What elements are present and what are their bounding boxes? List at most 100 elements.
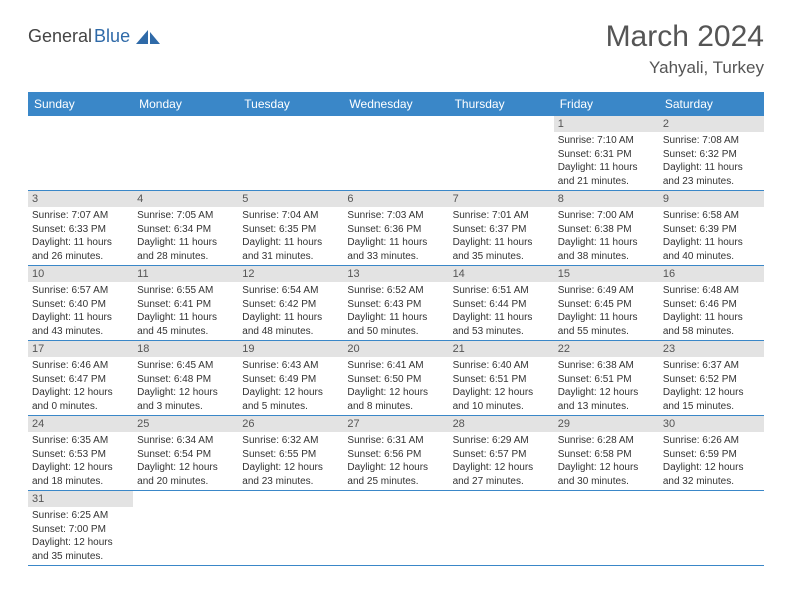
day-info: Sunrise: 6:49 AMSunset: 6:45 PMDaylight:… [554, 282, 659, 340]
day-number: 12 [238, 266, 343, 282]
daylight-line: Daylight: 12 hours and 13 minutes. [558, 386, 655, 413]
sunrise-line: Sunrise: 6:37 AM [663, 359, 760, 373]
calendar-cell: 6Sunrise: 7:03 AMSunset: 6:36 PMDaylight… [343, 191, 448, 266]
sunset-line: Sunset: 6:48 PM [137, 373, 234, 387]
sunset-line: Sunset: 6:31 PM [558, 148, 655, 162]
sunset-line: Sunset: 6:39 PM [663, 223, 760, 237]
sunset-line: Sunset: 6:44 PM [453, 298, 550, 312]
sunrise-line: Sunrise: 7:03 AM [347, 209, 444, 223]
day-number: 20 [343, 341, 448, 357]
sunrise-line: Sunrise: 7:01 AM [453, 209, 550, 223]
sunrise-line: Sunrise: 6:26 AM [663, 434, 760, 448]
day-number: 10 [28, 266, 133, 282]
daylight-line: Daylight: 12 hours and 3 minutes. [137, 386, 234, 413]
calendar-cell: 16Sunrise: 6:48 AMSunset: 6:46 PMDayligh… [659, 266, 764, 341]
day-number: 18 [133, 341, 238, 357]
day-info: Sunrise: 7:07 AMSunset: 6:33 PMDaylight:… [28, 207, 133, 265]
day-info: Sunrise: 7:01 AMSunset: 6:37 PMDaylight:… [449, 207, 554, 265]
day-info: Sunrise: 6:34 AMSunset: 6:54 PMDaylight:… [133, 432, 238, 490]
sunset-line: Sunset: 6:43 PM [347, 298, 444, 312]
day-info: Sunrise: 7:05 AMSunset: 6:34 PMDaylight:… [133, 207, 238, 265]
daylight-line: Daylight: 11 hours and 40 minutes. [663, 236, 760, 263]
day-info: Sunrise: 6:46 AMSunset: 6:47 PMDaylight:… [28, 357, 133, 415]
day-number: 29 [554, 416, 659, 432]
daylight-line: Daylight: 11 hours and 28 minutes. [137, 236, 234, 263]
sunset-line: Sunset: 6:33 PM [32, 223, 129, 237]
sunset-line: Sunset: 6:32 PM [663, 148, 760, 162]
sunrise-line: Sunrise: 7:00 AM [558, 209, 655, 223]
sunset-line: Sunset: 6:53 PM [32, 448, 129, 462]
daylight-line: Daylight: 11 hours and 48 minutes. [242, 311, 339, 338]
daylight-line: Daylight: 11 hours and 43 minutes. [32, 311, 129, 338]
day-number: 16 [659, 266, 764, 282]
sunrise-line: Sunrise: 6:34 AM [137, 434, 234, 448]
sunrise-line: Sunrise: 6:58 AM [663, 209, 760, 223]
calendar-cell: 31Sunrise: 6:25 AMSunset: 7:00 PMDayligh… [28, 491, 133, 566]
day-info: Sunrise: 7:08 AMSunset: 6:32 PMDaylight:… [659, 132, 764, 190]
sail-icon [134, 28, 164, 46]
sunset-line: Sunset: 6:55 PM [242, 448, 339, 462]
daylight-line: Daylight: 12 hours and 30 minutes. [558, 461, 655, 488]
calendar-row: 31Sunrise: 6:25 AMSunset: 7:00 PMDayligh… [28, 491, 764, 566]
day-info: Sunrise: 6:28 AMSunset: 6:58 PMDaylight:… [554, 432, 659, 490]
daylight-line: Daylight: 12 hours and 32 minutes. [663, 461, 760, 488]
calendar-cell: 19Sunrise: 6:43 AMSunset: 6:49 PMDayligh… [238, 341, 343, 416]
calendar-cell: 29Sunrise: 6:28 AMSunset: 6:58 PMDayligh… [554, 416, 659, 491]
daylight-line: Daylight: 11 hours and 26 minutes. [32, 236, 129, 263]
sunset-line: Sunset: 6:47 PM [32, 373, 129, 387]
day-number: 17 [28, 341, 133, 357]
sunrise-line: Sunrise: 6:31 AM [347, 434, 444, 448]
daylight-line: Daylight: 12 hours and 5 minutes. [242, 386, 339, 413]
sunset-line: Sunset: 6:52 PM [663, 373, 760, 387]
sunrise-line: Sunrise: 7:04 AM [242, 209, 339, 223]
weekday-header: Wednesday [343, 92, 448, 116]
sunrise-line: Sunrise: 6:54 AM [242, 284, 339, 298]
sunrise-line: Sunrise: 6:57 AM [32, 284, 129, 298]
calendar-row: 17Sunrise: 6:46 AMSunset: 6:47 PMDayligh… [28, 341, 764, 416]
day-info: Sunrise: 6:43 AMSunset: 6:49 PMDaylight:… [238, 357, 343, 415]
day-info: Sunrise: 6:48 AMSunset: 6:46 PMDaylight:… [659, 282, 764, 340]
day-number: 3 [28, 191, 133, 207]
calendar-cell: 21Sunrise: 6:40 AMSunset: 6:51 PMDayligh… [449, 341, 554, 416]
weekday-header: Thursday [449, 92, 554, 116]
calendar-cell: 18 Sunrise: 6:45 AMSunset: 6:48 PMDayligh… [133, 341, 238, 416]
calendar-cell-empty [659, 491, 764, 566]
daylight-line: Daylight: 11 hours and 53 minutes. [453, 311, 550, 338]
daylight-line: Daylight: 11 hours and 21 minutes. [558, 161, 655, 188]
sunrise-line: Sunrise: 6:41 AM [347, 359, 444, 373]
daylight-line: Daylight: 12 hours and 0 minutes. [32, 386, 129, 413]
day-number: 4 [133, 191, 238, 207]
calendar-cell: 4Sunrise: 7:05 AMSunset: 6:34 PMDaylight… [133, 191, 238, 266]
day-info: Sunrise: 6:58 AMSunset: 6:39 PMDaylight:… [659, 207, 764, 265]
daylight-line: Daylight: 11 hours and 58 minutes. [663, 311, 760, 338]
daylight-line: Daylight: 11 hours and 45 minutes. [137, 311, 234, 338]
sunrise-line: Sunrise: 7:10 AM [558, 134, 655, 148]
day-number: 25 [133, 416, 238, 432]
day-info: Sunrise: 6:38 AMSunset: 6:51 PMDaylight:… [554, 357, 659, 415]
calendar-cell: 17Sunrise: 6:46 AMSunset: 6:47 PMDayligh… [28, 341, 133, 416]
sunset-line: Sunset: 7:00 PM [32, 523, 129, 537]
daylight-line: Daylight: 12 hours and 25 minutes. [347, 461, 444, 488]
sunset-line: Sunset: 6:54 PM [137, 448, 234, 462]
calendar-table: SundayMondayTuesdayWednesdayThursdayFrid… [28, 92, 764, 566]
calendar-cell: 22Sunrise: 6:38 AMSunset: 6:51 PMDayligh… [554, 341, 659, 416]
sunrise-line: Sunrise: 7:08 AM [663, 134, 760, 148]
daylight-line: Daylight: 12 hours and 10 minutes. [453, 386, 550, 413]
sunset-line: Sunset: 6:45 PM [558, 298, 655, 312]
day-info: Sunrise: 7:04 AMSunset: 6:35 PMDaylight:… [238, 207, 343, 265]
calendar-cell: 7Sunrise: 7:01 AMSunset: 6:37 PMDaylight… [449, 191, 554, 266]
calendar-cell-empty [449, 491, 554, 566]
day-number: 1 [554, 116, 659, 132]
day-info: Sunrise: 6:25 AMSunset: 7:00 PMDaylight:… [28, 507, 133, 565]
location: Yahyali, Turkey [606, 58, 764, 78]
day-number: 19 [238, 341, 343, 357]
day-info: Sunrise: 7:00 AMSunset: 6:38 PMDaylight:… [554, 207, 659, 265]
sunrise-line: Sunrise: 6:45 AM [137, 359, 234, 373]
weekday-header: Tuesday [238, 92, 343, 116]
calendar-cell-empty [343, 116, 448, 191]
calendar-cell: 3Sunrise: 7:07 AMSunset: 6:33 PMDaylight… [28, 191, 133, 266]
sunset-line: Sunset: 6:57 PM [453, 448, 550, 462]
calendar-cell: 30Sunrise: 6:26 AMSunset: 6:59 PMDayligh… [659, 416, 764, 491]
daylight-line: Daylight: 11 hours and 55 minutes. [558, 311, 655, 338]
day-number: 14 [449, 266, 554, 282]
